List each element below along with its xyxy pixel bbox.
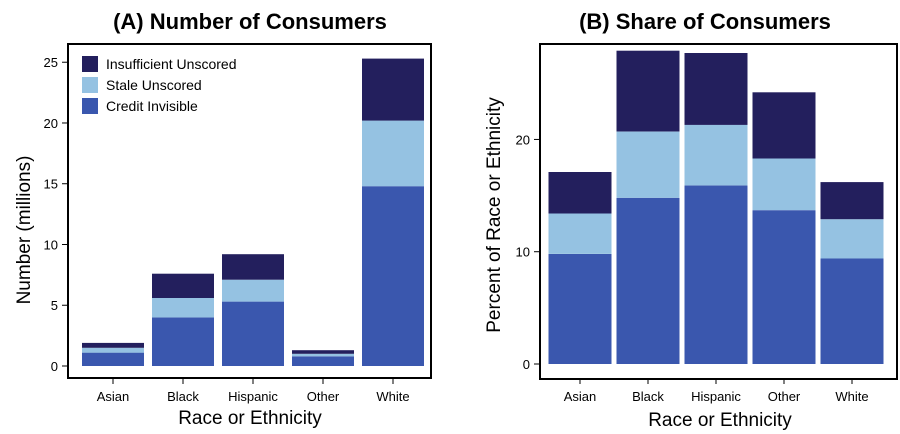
panel-a-bar-other-credit-invisible: [292, 356, 354, 366]
panel-a-bar-other-stale-unscored: [292, 353, 354, 357]
panel-a-bar-black-insufficient-unscored: [152, 273, 214, 298]
panel-b-bar-white-credit-invisible: [820, 258, 884, 364]
panel-a-bar-black-stale-unscored: [152, 298, 214, 318]
panel-a-title: (A) Number of Consumers: [113, 9, 387, 34]
panel-a-x-ticks: Asian Black Hispanic Other White: [97, 378, 410, 404]
panel-a-bar-hispanic-credit-invisible: [222, 301, 284, 366]
panel-a-bar-black-credit-invisible: [152, 317, 214, 366]
panel-b-bar-other-credit-invisible: [752, 210, 816, 364]
panel-b-bar-other-stale-unscored: [752, 158, 816, 211]
legend-label-insufficient-unscored: Insufficient Unscored: [106, 56, 236, 72]
panel-a-bars: [82, 58, 424, 366]
panel-b-frame: [539, 43, 898, 380]
panel-a-y-ticks: 0 5 10 15 20 25: [44, 55, 68, 374]
panel-b-bars: [548, 50, 884, 364]
panel-b-bar-black-credit-invisible: [616, 197, 680, 364]
panel-a-x-tick-label-other: Other: [307, 389, 340, 404]
panel-b-y-tick-label-20: 20: [516, 132, 530, 147]
panel-a-x-tick-label-asian: Asian: [97, 389, 130, 404]
panel-a-y-tick-label-5: 5: [51, 298, 58, 313]
panel-a-y-axis-label: Number (millions): [14, 156, 35, 305]
legend-label-credit-invisible: Credit Invisible: [106, 98, 198, 114]
legend-swatch-credit-invisible: [82, 98, 98, 114]
panel-b-x-tick-label-asian: Asian: [564, 389, 597, 404]
panel-b-bar-asian-credit-invisible: [548, 254, 612, 364]
panel-b-x-tick-label-black: Black: [632, 389, 664, 404]
panel-b-bar-hispanic-insufficient-unscored: [684, 53, 748, 125]
panel-a-y-tick-label-25: 25: [44, 55, 58, 70]
panel-a-y-tick-label-0: 0: [51, 359, 58, 374]
panel-a-frame: [67, 43, 432, 379]
panel-b-bar-black-insufficient-unscored: [616, 50, 680, 132]
panel-a-x-tick-label-hispanic: Hispanic: [228, 389, 278, 404]
legend-swatch-stale-unscored: [82, 77, 98, 93]
panel-a-bar-white-stale-unscored: [362, 120, 424, 187]
panel-b-bar-asian-insufficient-unscored: [548, 172, 612, 214]
panel-a-x-tick-label-black: Black: [167, 389, 199, 404]
panel-b-y-tick-label-10: 10: [516, 245, 530, 260]
panel-a-bar-white-credit-invisible: [362, 186, 424, 366]
panel-b-x-tick-label-hispanic: Hispanic: [691, 389, 741, 404]
panel-a-bar-hispanic-stale-unscored: [222, 279, 284, 302]
panel-a-y-tick-label-15: 15: [44, 177, 58, 192]
panel-a-y-tick-label-20: 20: [44, 116, 58, 131]
panel-a-x-axis-label: Race or Ethnicity: [178, 408, 322, 429]
panel-b-x-axis-label: Race or Ethnicity: [648, 410, 792, 431]
panel-b-bar-hispanic-stale-unscored: [684, 124, 748, 186]
legend-label-stale-unscored: Stale Unscored: [106, 77, 202, 93]
panel-b-y-tick-label-0: 0: [523, 357, 530, 372]
panel-a-bar-hispanic-insufficient-unscored: [222, 254, 284, 280]
panel-a-legend: Insufficient Unscored Stale Unscored Credi…: [82, 56, 236, 114]
panel-a-y-tick-label-10: 10: [44, 237, 58, 252]
panel-b-bar-hispanic-credit-invisible: [684, 185, 748, 364]
panel-b-x-ticks: Asian Black Hispanic Other White: [564, 378, 869, 404]
panel-b-bar-other-insufficient-unscored: [752, 92, 816, 159]
panel-a-x-tick-label-white: White: [376, 389, 409, 404]
panel-b-y-axis-label: Percent of Race or Ethnicity: [484, 97, 505, 333]
panel-a: (A) Number of Consumers Number (millions…: [14, 9, 432, 429]
panel-a-bar-asian-stale-unscored: [82, 347, 144, 353]
panel-a-bar-other-insufficient-unscored: [292, 350, 354, 354]
panel-b-x-tick-label-white: White: [835, 389, 868, 404]
panel-a-bar-asian-credit-invisible: [82, 352, 144, 366]
panel-b-bar-asian-stale-unscored: [548, 213, 612, 254]
legend-swatch-insufficient-unscored: [82, 56, 98, 72]
panel-a-bar-white-insufficient-unscored: [362, 58, 424, 121]
panel-b: (B) Share of Consumers Percent of Race o…: [484, 9, 898, 431]
panel-b-bar-white-insufficient-unscored: [820, 182, 884, 220]
panel-a-bar-asian-insufficient-unscored: [82, 342, 144, 348]
panel-b-bar-black-stale-unscored: [616, 131, 680, 198]
panel-b-x-tick-label-other: Other: [768, 389, 801, 404]
panel-b-title: (B) Share of Consumers: [579, 9, 831, 34]
panel-b-bar-white-stale-unscored: [820, 219, 884, 259]
panel-b-y-ticks: 0 10 20: [516, 132, 540, 372]
